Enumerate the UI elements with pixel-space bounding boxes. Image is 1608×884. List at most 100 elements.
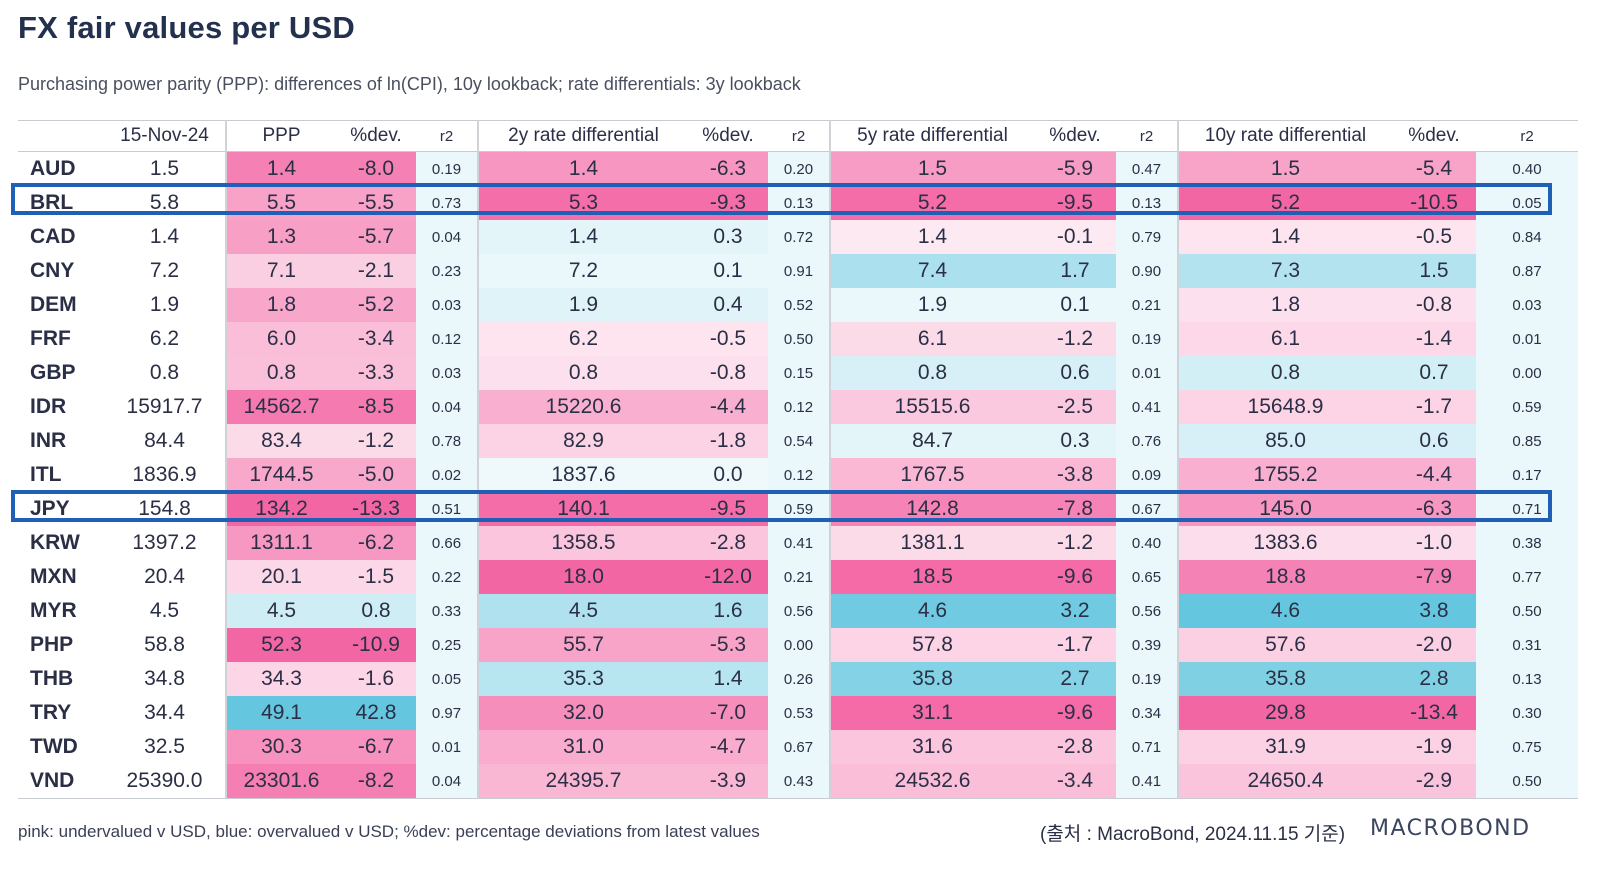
cell-spot: 6.2 [149,327,180,350]
cell-r5y-r2: 0.13 [1116,186,1178,220]
cell-ppp-r2: 0.05 [416,662,478,696]
cell-r2y-dev: 0.3 [688,220,768,254]
table-row: TRY 34.4 49.1 42.8 0.97 32.0 -7.0 0.53 31.1 -9.6 0… [18,696,1578,730]
cell-spot: 25390.0 [104,764,226,799]
cell-r10y-dev: -13.4 [1392,696,1476,730]
cell-r5y: 1767.5 [829,458,1034,492]
cell-r5y-dev: -7.8 [1034,492,1116,526]
cell-ppp: 49.1 [225,696,336,730]
cell-ppp-r2: 0.73 [416,186,478,220]
cell-r10y: 5.2 [1177,186,1392,220]
currency-label: MXN [30,565,77,588]
cell-ppp-r2: 0.19 [416,151,478,186]
cell-spot: 1.9 [149,293,180,316]
cell-r2y: 1837.6 [477,458,688,492]
cell-r2y-dev: -0.8 [688,356,768,390]
cell-ppp: 6.0 [225,322,336,356]
cell-r2y-dev: 1.6 [688,594,768,628]
cell-r5y: 35.8 [829,662,1034,696]
cell-spot: 20.4 [144,565,185,588]
column-header-0 [18,120,104,152]
cell-ppp-dev: -6.7 [336,730,416,764]
column-header-9: %dev. [1034,120,1116,152]
cell-r5y-dev: -0.1 [1034,220,1116,254]
currency-label: GBP [30,361,76,384]
cell-r10y-dev: 0.6 [1392,424,1476,458]
cell-ppp-r2: 0.12 [416,322,478,356]
cell-r5y-dev: -1.2 [1034,526,1116,560]
cell-r2y: 18.0 [477,560,688,594]
cell-r2y-r2: 0.21 [768,560,830,594]
cell-r5y: 0.8 [829,356,1034,390]
cell-r5y-dev: -5.9 [1034,151,1116,186]
cell-r2y: 1.9 [477,288,688,322]
source-note: (출처 : MacroBond, 2024.11.15 기준) [1040,824,1346,845]
cell-ppp: 1744.5 [225,458,336,492]
cell-ppp-r2: 0.78 [416,424,478,458]
cell-ppp-r2: 0.03 [416,288,478,322]
cell-r2y-r2: 0.59 [768,492,830,526]
cell-r10y-r2: 0.30 [1476,696,1578,730]
cell-r2y-dev: -0.5 [688,322,768,356]
cell-r5y-r2: 0.01 [1116,356,1178,390]
cell-r2y: 1358.5 [477,526,688,560]
table-row: MXN 20.4 20.1 -1.5 0.22 18.0 -12.0 0.21 18.5 -9.6… [18,560,1578,594]
cell-r5y-dev: -3.4 [1034,764,1116,799]
column-header-6: %dev. [688,120,768,152]
cell-r5y-dev: -3.8 [1034,458,1116,492]
cell-r5y-r2: 0.56 [1116,594,1178,628]
column-header-13: r2 [1476,120,1578,152]
cell-r10y-r2: 0.50 [1476,594,1578,628]
cell-ppp-dev: -5.0 [336,458,416,492]
currency-label: CNY [30,259,75,282]
cell-r10y: 18.8 [1177,560,1392,594]
table-header-row: 15-Nov-24 PPP %dev. r2 2y rate differential%… [18,120,1578,152]
cell-ppp-dev: -5.7 [336,220,416,254]
cell-r2y-dev: -7.0 [688,696,768,730]
cell-spot: 1.5 [149,157,180,180]
cell-r5y-dev: -2.8 [1034,730,1116,764]
cell-r10y-r2: 0.87 [1476,254,1578,288]
cell-spot: 0.8 [149,361,180,384]
cell-r10y-dev: 1.5 [1392,254,1476,288]
cell-r2y-r2: 0.52 [768,288,830,322]
cell-r5y-r2: 0.41 [1116,390,1178,424]
cell-spot: 84.4 [144,429,185,452]
currency-label: BRL [30,191,74,214]
cell-r2y: 7.2 [477,254,688,288]
cell-r2y-r2: 0.56 [768,594,830,628]
column-header-8: 5y rate differential [829,120,1034,152]
cell-ppp-r2: 0.97 [416,696,478,730]
currency-label: TWD [30,735,78,758]
cell-r5y: 18.5 [829,560,1034,594]
table-row: KRW 1397.2 1311.1 -6.2 0.66 1358.5 -2.8 0.41 138… [18,526,1578,560]
cell-r5y-r2: 0.40 [1116,526,1178,560]
cell-r5y-dev: 3.2 [1034,594,1116,628]
cell-ppp-dev: -3.4 [336,322,416,356]
cell-r2y: 0.8 [477,356,688,390]
cell-r5y: 84.7 [829,424,1034,458]
column-header-3: %dev. [336,120,416,152]
cell-r10y-r2: 0.50 [1476,764,1578,799]
cell-spot: 32.5 [144,735,185,758]
cell-r2y: 82.9 [477,424,688,458]
cell-r5y-r2: 0.34 [1116,696,1178,730]
cell-ppp: 52.3 [225,628,336,662]
cell-r5y: 1381.1 [829,526,1034,560]
cell-r10y: 6.1 [1177,322,1392,356]
cell-r10y: 4.6 [1177,594,1392,628]
cell-ppp-dev: -2.1 [336,254,416,288]
cell-r10y: 1.8 [1177,288,1392,322]
table-row: ITL 1836.9 1744.5 -5.0 0.02 1837.6 0.0 0.12 1767… [18,458,1578,492]
cell-r10y-r2: 0.13 [1476,662,1578,696]
cell-ppp-dev: -5.2 [336,288,416,322]
cell-ppp-dev: -6.2 [336,526,416,560]
cell-r5y: 142.8 [829,492,1034,526]
cell-spot: 154.8 [138,497,191,520]
cell-r2y-r2: 0.53 [768,696,830,730]
cell-r10y-dev: -2.0 [1392,628,1476,662]
cell-r5y: 6.1 [829,322,1034,356]
cell-r10y-dev: -1.7 [1392,390,1476,424]
cell-r2y-dev: -2.8 [688,526,768,560]
cell-r2y-r2: 0.50 [768,322,830,356]
